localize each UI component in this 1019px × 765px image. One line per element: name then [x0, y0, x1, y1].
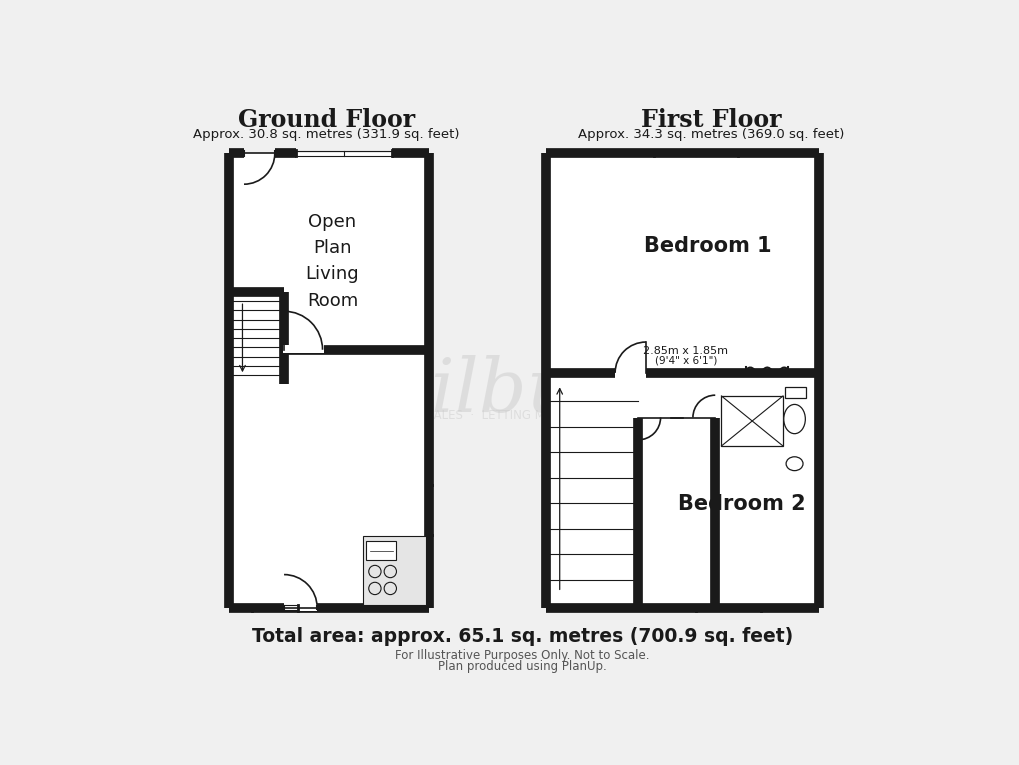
Bar	[283, 603, 317, 610]
Circle shape	[369, 565, 381, 578]
Text: Bedroom 1: Bedroom 1	[643, 236, 770, 256]
Bar	[545, 154, 818, 607]
Text: Approx. 30.8 sq. metres (331.9 sq. feet): Approx. 30.8 sq. metres (331.9 sq. feet)	[193, 128, 460, 141]
Ellipse shape	[783, 405, 805, 434]
Bar	[282, 345, 324, 353]
Text: Open
Plan
Living
Room: Open Plan Living Room	[306, 213, 359, 310]
Bar	[366, 541, 396, 560]
Circle shape	[369, 582, 381, 594]
Text: First Floor: First Floor	[641, 109, 781, 132]
Text: Ground Floor: Ground Floor	[237, 109, 415, 132]
Text: SALES  ·  LETTING MANAGEMENT: SALES · LETTING MANAGEMENT	[426, 409, 619, 422]
Text: Bedroom 2: Bedroom 2	[678, 493, 805, 514]
Bar	[784, 388, 805, 399]
Text: Total area: approx. 65.1 sq. metres (700.9 sq. feet): Total area: approx. 65.1 sq. metres (700…	[252, 627, 793, 646]
Circle shape	[384, 565, 396, 578]
Text: Milburys: Milburys	[354, 355, 691, 429]
Text: 2.85m x 1.85m: 2.85m x 1.85m	[643, 347, 728, 356]
Circle shape	[384, 582, 396, 594]
Bar	[720, 396, 783, 446]
Text: Approx. 34.3 sq. metres (369.0 sq. feet): Approx. 34.3 sq. metres (369.0 sq. feet)	[578, 128, 844, 141]
Text: For Illustrative Purposes Only. Not to Scale.: For Illustrative Purposes Only. Not to S…	[395, 649, 649, 662]
Ellipse shape	[786, 457, 802, 470]
Bar	[228, 154, 428, 607]
Text: (9'4" x 6'1"): (9'4" x 6'1")	[654, 356, 716, 366]
Text: Plan produced using PlanUp.: Plan produced using PlanUp.	[438, 660, 606, 673]
Bar	[363, 536, 425, 605]
